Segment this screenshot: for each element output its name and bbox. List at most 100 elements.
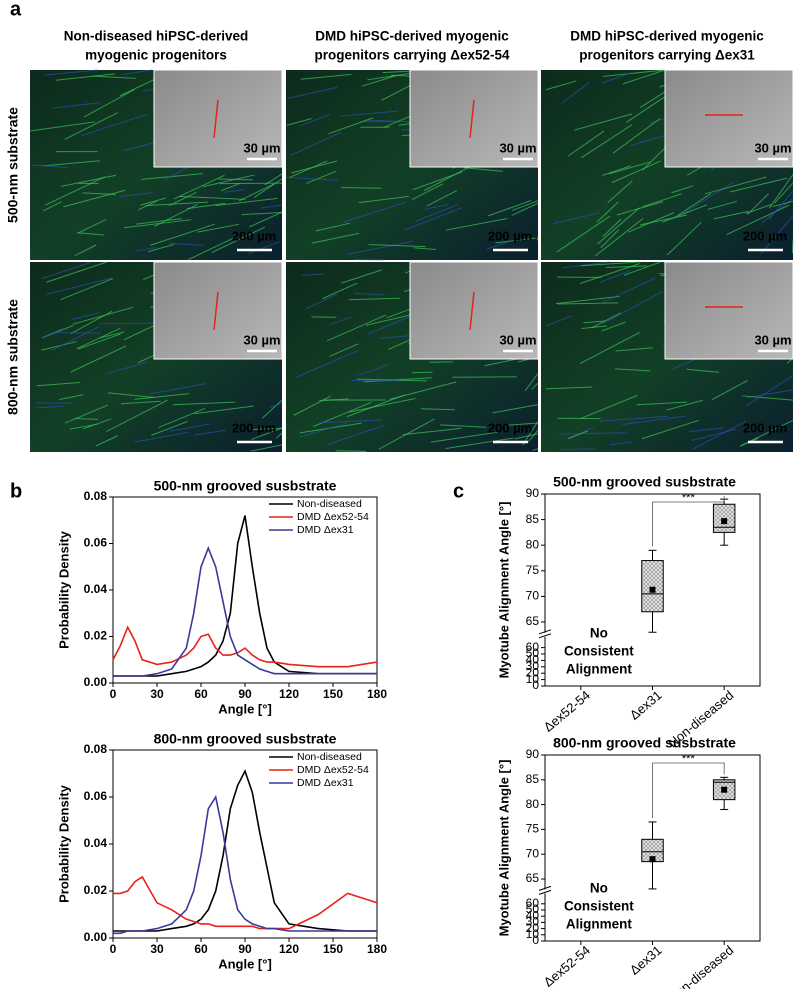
myotube	[51, 326, 100, 351]
legend-label: DMD Δex52-54	[297, 511, 369, 523]
mean	[649, 586, 656, 593]
myotube	[580, 261, 640, 267]
myotube	[611, 160, 661, 184]
myotube	[580, 394, 638, 419]
myotube	[612, 118, 661, 154]
legend-label: Non-diseased	[297, 498, 362, 510]
chart-title: 500-nm grooved susbstrate	[553, 474, 736, 490]
myotube	[95, 435, 118, 447]
y-tick-label: 20	[526, 665, 540, 679]
myotube	[601, 72, 632, 84]
myotube	[416, 204, 458, 222]
x-tick-label: Δex31	[627, 687, 665, 722]
myotube	[202, 174, 255, 188]
y-tick-label: 80	[526, 797, 540, 811]
myotube	[602, 218, 622, 237]
y-tick-label: 75	[526, 822, 540, 836]
myotube	[688, 427, 724, 433]
myotube	[43, 328, 63, 338]
scale-label: 200 µm	[743, 420, 787, 435]
myotube	[269, 402, 283, 408]
myotube	[300, 113, 330, 127]
panel-label: b	[10, 480, 22, 502]
myotube	[194, 429, 226, 436]
y-tick-label: 0.08	[84, 489, 108, 503]
legend-label: DMD Δex31	[297, 524, 354, 536]
myotube	[492, 404, 539, 414]
myotube	[250, 444, 283, 452]
y-tick-label: 65	[526, 614, 540, 628]
panel-label: c	[453, 480, 464, 502]
x-tick-label: 120	[279, 942, 299, 956]
myotube	[44, 176, 106, 206]
myotube	[566, 427, 594, 440]
series-line	[113, 794, 377, 935]
row-label: 500-nm substrate	[5, 107, 21, 223]
y-tick-label: 0.00	[84, 675, 108, 689]
mean	[721, 518, 728, 525]
myotube	[249, 211, 283, 228]
myotube	[557, 302, 619, 305]
column-header: progenitors carrying Δex31	[579, 48, 755, 63]
myotube	[35, 405, 64, 409]
legend-label: Non-diseased	[297, 751, 362, 763]
inset-scale-label: 30 µm	[243, 140, 280, 155]
inset	[664, 261, 794, 360]
inset	[409, 69, 539, 168]
myotube	[567, 130, 605, 157]
myotube	[614, 368, 651, 372]
myotube	[215, 197, 278, 207]
myotube	[218, 178, 253, 181]
y-tick-label: 50	[526, 646, 540, 660]
myotube	[768, 190, 794, 220]
myotube	[546, 315, 573, 327]
myotube	[77, 232, 105, 236]
myotube	[362, 74, 398, 87]
myotube	[365, 313, 413, 326]
direction-arrow	[469, 291, 475, 331]
x-tick-label: 30	[150, 942, 164, 956]
scale-label: 200 µm	[488, 228, 532, 243]
myotube	[661, 204, 708, 223]
myotube	[69, 423, 99, 430]
y-tick-label: 0.02	[84, 883, 108, 897]
x-tick-label: 90	[238, 687, 252, 701]
myotube	[358, 195, 409, 204]
myotube	[420, 408, 455, 411]
x-tick-label: 60	[194, 687, 208, 701]
myotube	[46, 261, 107, 283]
myotube	[747, 193, 770, 215]
micrograph: 30 µm 200 µm	[541, 69, 794, 260]
x-tick-label: 90	[238, 942, 252, 956]
inset	[409, 261, 539, 360]
myotube	[524, 373, 539, 392]
x-tick-label: 150	[323, 687, 343, 701]
y-tick-label: 50	[526, 902, 540, 916]
myotube	[41, 261, 93, 280]
myotube	[545, 386, 593, 390]
myotube	[358, 364, 389, 376]
myotube	[597, 207, 640, 245]
scale-label: 200 µm	[743, 228, 787, 243]
myotube	[558, 432, 627, 435]
myotube	[367, 119, 414, 123]
myotube	[41, 160, 100, 167]
myotube	[412, 371, 433, 374]
myotube	[682, 181, 735, 215]
box	[641, 560, 664, 613]
myotube	[36, 382, 80, 387]
axis-break	[538, 885, 552, 895]
myotube	[251, 427, 283, 440]
x-tick-label: Non-diseased	[665, 942, 736, 989]
annotation: Alignment	[566, 917, 633, 932]
micrograph: 30 µm 200 µm	[286, 69, 539, 261]
myotube	[555, 295, 620, 305]
myotube	[532, 448, 539, 451]
myotube	[293, 395, 331, 416]
y-tick-label: 85	[526, 772, 540, 786]
myotube	[64, 404, 109, 424]
myotube	[561, 82, 590, 104]
myotube	[286, 118, 312, 126]
myotube	[595, 217, 644, 257]
inset-scale-label: 30 µm	[499, 140, 536, 155]
